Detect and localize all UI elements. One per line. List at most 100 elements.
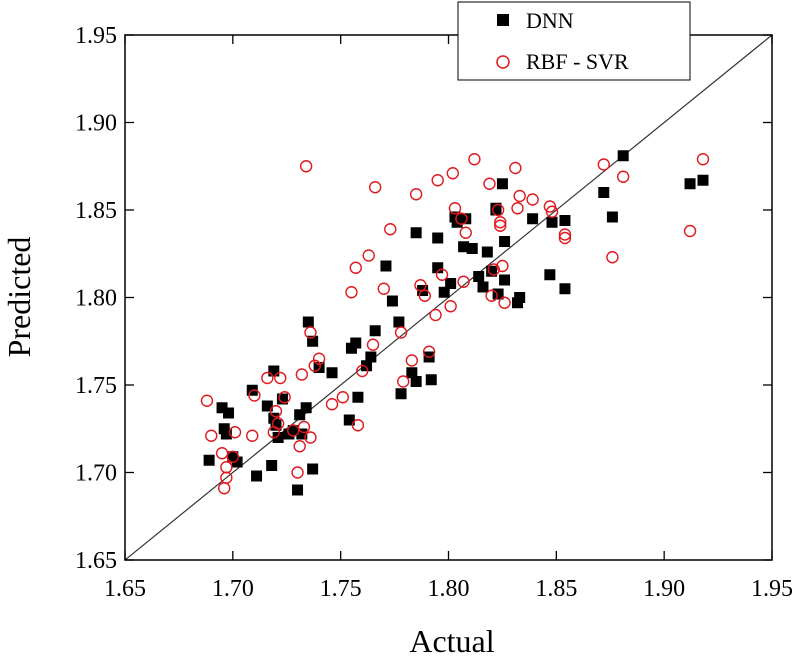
dnn-point — [251, 470, 263, 482]
dnn-point — [292, 484, 304, 496]
svr-point — [511, 202, 524, 215]
legend-svr-marker — [496, 55, 510, 69]
svr-point — [312, 352, 326, 365]
x-axis-title: Actual — [409, 623, 494, 659]
svr-point — [304, 431, 317, 444]
svr-point — [349, 261, 362, 274]
legend: DNN RBF - SVR — [457, 1, 691, 81]
dnn-point — [496, 178, 508, 190]
dnn-point — [499, 236, 511, 247]
svr-point — [494, 219, 507, 232]
svr-point — [394, 326, 408, 339]
svr-point — [494, 216, 507, 229]
svr-point — [431, 174, 444, 187]
dnn-point — [559, 283, 571, 295]
dnn-point — [270, 419, 282, 431]
svr-point — [513, 189, 526, 203]
dnn-point — [343, 414, 355, 426]
svr-point — [278, 391, 291, 404]
svr-point — [336, 391, 350, 404]
dnn-point — [473, 271, 485, 282]
svr-point — [509, 161, 522, 175]
dnn-point — [294, 409, 306, 421]
y-tick-label: 1.75 — [75, 373, 117, 399]
svr-point — [261, 371, 274, 385]
svr-point — [683, 224, 697, 238]
svr-point — [418, 289, 431, 302]
svr-point — [558, 228, 572, 241]
svr-point — [498, 296, 511, 309]
y-tick-label: 1.70 — [75, 461, 117, 487]
svr-point — [558, 231, 572, 245]
svr-point — [384, 223, 397, 236]
dnn-point — [406, 367, 418, 379]
svr-point — [293, 440, 306, 453]
dnn-point — [458, 241, 470, 253]
svr-point — [429, 308, 442, 322]
svr-point — [446, 167, 460, 180]
y-tick-label: 1.80 — [75, 286, 117, 312]
dnn-point — [393, 316, 405, 328]
dnn-point — [203, 454, 215, 466]
dnn-point — [261, 400, 273, 412]
svr-point — [220, 461, 233, 474]
dnn-point — [490, 204, 502, 216]
dnn-point — [514, 292, 526, 303]
svr-point — [325, 398, 339, 411]
dnn-point — [272, 432, 284, 443]
svr-point — [487, 263, 500, 276]
dnn-point — [307, 335, 319, 347]
dnn-point — [546, 216, 558, 228]
dnn-point — [361, 360, 373, 372]
dnn-point — [527, 213, 539, 225]
svr-point — [496, 259, 509, 273]
x-tick-label: 1.85 — [535, 576, 577, 602]
dnn-point — [380, 260, 392, 272]
dnn-point — [606, 211, 618, 223]
dnn-point — [432, 232, 444, 244]
svr-point — [597, 158, 610, 171]
svr-point — [246, 429, 259, 442]
dnn-point — [432, 262, 444, 274]
svr-point — [435, 268, 449, 281]
dnn-point — [499, 274, 511, 286]
dnn-point — [231, 456, 243, 468]
svr-point — [366, 338, 380, 351]
svr-point — [409, 188, 423, 201]
dnn-point — [300, 402, 312, 414]
svr-point — [205, 429, 218, 442]
dnn-point — [410, 376, 422, 387]
legend-dnn-label: DNN — [526, 8, 574, 33]
svr-point — [291, 466, 304, 479]
legend-dnn-marker — [497, 14, 509, 26]
dnn-point — [365, 351, 377, 363]
y-tick-label: 1.95 — [75, 23, 117, 49]
svr-point — [271, 417, 285, 430]
x-tick-label: 1.90 — [643, 576, 685, 602]
svr-point — [491, 203, 505, 217]
svr-point — [345, 286, 358, 299]
dnn-point — [369, 325, 381, 337]
series-dnn — [203, 150, 709, 496]
dnn-point — [598, 187, 610, 198]
dnn-point — [223, 407, 235, 419]
svr-point — [422, 345, 436, 358]
dnn-point — [460, 213, 472, 225]
svr-point — [526, 193, 539, 206]
x-tick-label: 1.65 — [104, 576, 146, 602]
dnn-point — [220, 428, 232, 440]
dnn-point — [466, 243, 478, 254]
y-tick-label: 1.90 — [75, 111, 117, 137]
svr-point — [269, 405, 283, 418]
dnn-point — [617, 150, 629, 162]
svr-point — [351, 419, 365, 432]
svr-point — [483, 177, 496, 190]
dnn-point — [559, 215, 571, 226]
x-tick-label: 1.70 — [212, 576, 254, 602]
dnn-point — [287, 425, 299, 436]
svr-point — [218, 482, 231, 495]
dnn-point — [697, 174, 709, 186]
dnn-point — [296, 428, 308, 440]
x-tick-label: 1.95 — [751, 576, 793, 602]
